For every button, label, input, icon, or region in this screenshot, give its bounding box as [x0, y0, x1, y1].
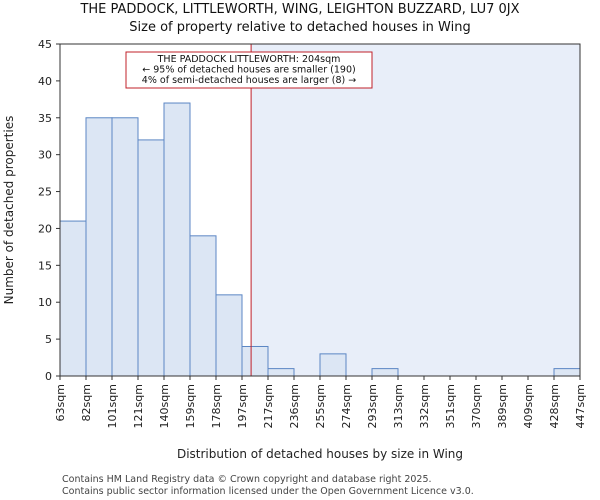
histogram-bar: [189, 235, 217, 377]
x-tick-label: 82sqm: [80, 384, 93, 421]
x-tick-label: 313sqm: [392, 384, 405, 428]
footer-line-2: Contains public sector information licen…: [62, 486, 474, 497]
y-tick-label: 35: [38, 112, 52, 125]
histogram-bar: [241, 345, 269, 377]
histogram-bar: [137, 139, 165, 377]
y-axis-label: Number of detached properties: [2, 116, 16, 305]
y-tick-label: 20: [38, 222, 52, 235]
x-tick-label: 370sqm: [470, 384, 483, 428]
y-tick-label: 40: [38, 75, 52, 88]
x-axis-label: Distribution of detached houses by size …: [177, 447, 463, 461]
x-tick-label: 447sqm: [574, 384, 587, 428]
histogram-bar: [59, 220, 87, 377]
x-tick-label: 197sqm: [236, 384, 249, 428]
larger-properties-region: [251, 44, 580, 376]
y-tick-label: 10: [38, 296, 52, 309]
x-tick-label: 255sqm: [314, 384, 327, 428]
y-tick-label: 30: [38, 149, 52, 162]
x-tick-label: 332sqm: [418, 384, 431, 428]
annotation-line-1: THE PADDOCK LITTLEWORTH: 204sqm: [157, 54, 341, 65]
x-tick-label: 217sqm: [262, 384, 275, 428]
histogram-bar: [85, 117, 113, 377]
x-tick-label: 293sqm: [366, 384, 379, 428]
histogram-bar: [553, 368, 581, 377]
y-tick-label: 15: [38, 259, 52, 272]
x-tick-label: 178sqm: [210, 384, 223, 428]
y-tick-label: 25: [38, 186, 52, 199]
x-tick-label: 101sqm: [106, 384, 119, 428]
histogram-bar: [267, 368, 295, 377]
y-tick-label: 45: [38, 38, 52, 51]
x-tick-label: 409sqm: [522, 384, 535, 428]
annotation-line-3: 4% of semi-detached houses are larger (8…: [142, 75, 356, 86]
histogram-bar: [371, 368, 399, 377]
x-tick-label: 351sqm: [444, 384, 457, 428]
y-tick-label: 0: [45, 370, 52, 383]
histogram-bar: [111, 117, 139, 377]
x-tick-label: 63sqm: [54, 384, 67, 421]
chart-subtitle: Size of property relative to detached ho…: [129, 20, 470, 35]
x-tick-label: 236sqm: [288, 384, 301, 428]
chart-title: THE PADDOCK, LITTLEWORTH, WING, LEIGHTON…: [79, 2, 519, 17]
footer-line-1: Contains HM Land Registry data © Crown c…: [62, 474, 432, 485]
x-tick-label: 140sqm: [158, 384, 171, 428]
annotation-box: THE PADDOCK LITTLEWORTH: 204sqm ← 95% of…: [125, 51, 373, 89]
histogram-bar: [163, 102, 191, 377]
histogram-bar: [215, 294, 243, 377]
x-tick-label: 389sqm: [496, 384, 509, 428]
annotation-line-2: ← 95% of detached houses are smaller (19…: [142, 65, 355, 76]
x-tick-label: 428sqm: [548, 384, 561, 428]
histogram-bar: [319, 353, 347, 377]
x-tick-label: 274sqm: [340, 384, 353, 428]
x-tick-label: 121sqm: [132, 384, 145, 428]
x-tick-label: 159sqm: [184, 384, 197, 428]
y-tick-label: 5: [45, 333, 52, 346]
